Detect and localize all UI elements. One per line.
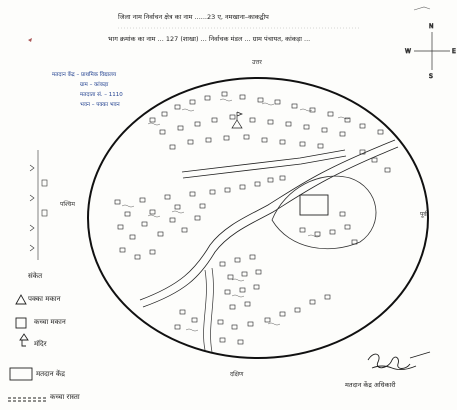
direction-label-bottom: दक्षिण	[230, 371, 244, 378]
main-road	[139, 139, 399, 308]
upper-road	[181, 149, 347, 179]
compass-rose: N S W E	[405, 23, 457, 81]
direction-label-left: पश्चिम	[60, 201, 75, 208]
legend-triangle-icon	[15, 294, 27, 305]
signature-caption: मतदान केंद्र अधिकारी	[345, 381, 396, 389]
legend-item-temple: मंदिर	[34, 340, 47, 348]
map-header-line1: जिला नाम निर्वाचन क्षेत्र का नाम ......2…	[118, 13, 269, 21]
signature	[367, 351, 431, 371]
scribble-labels	[121, 98, 351, 332]
direction-label-top: उत्तर	[252, 59, 262, 66]
legend-square-icon	[15, 317, 27, 329]
polling-station-building	[299, 194, 329, 216]
legend-item-pucca-house: पक्का मकान	[28, 295, 61, 303]
booth-info-line-2: ग्राम – कांकड़ा	[80, 82, 109, 88]
booth-info-line-4: भवन – पक्का भवन	[80, 102, 120, 108]
village-boundary-oval	[87, 77, 429, 359]
map-header-line2: भाग क्रमांक का नाम ... 127 (शाखा) ... नि…	[108, 35, 311, 43]
booth-info-line-3: मतदाता सं. – 1110	[80, 92, 123, 98]
legend-item-kutcha-road: कच्चा रास्ता	[50, 393, 80, 401]
compass-north-label: N	[429, 23, 434, 30]
legend-polling-station-icon	[9, 367, 33, 381]
legend-item-kutcha-house: कच्चा मकान	[34, 318, 66, 326]
house-cluster-west	[114, 175, 286, 260]
legend-title: संकेत	[28, 272, 43, 280]
house-cluster-north	[149, 91, 366, 150]
pond-boundary	[271, 175, 377, 250]
booth-info-line-1: मतदान केंद्र – प्राथमिक विद्यालय	[52, 72, 117, 78]
side-road	[203, 269, 207, 351]
direction-label-right: पूर्व	[420, 211, 427, 218]
house-cluster-east	[299, 129, 391, 245]
legend-temple-icon	[19, 333, 29, 347]
compass-south-label: S	[429, 73, 433, 80]
stray-mark	[28, 38, 32, 42]
compass-west-label: W	[405, 48, 411, 55]
compass-east-label: E	[452, 48, 456, 55]
legend-symbols	[8, 294, 48, 402]
house-cluster-south	[174, 254, 331, 345]
side-road	[210, 267, 214, 353]
legend-item-polling-station: मतदान केंद्र	[36, 370, 65, 378]
left-margin-markings	[29, 150, 48, 260]
stray-mark	[413, 6, 431, 11]
temple-icon	[231, 111, 243, 129]
